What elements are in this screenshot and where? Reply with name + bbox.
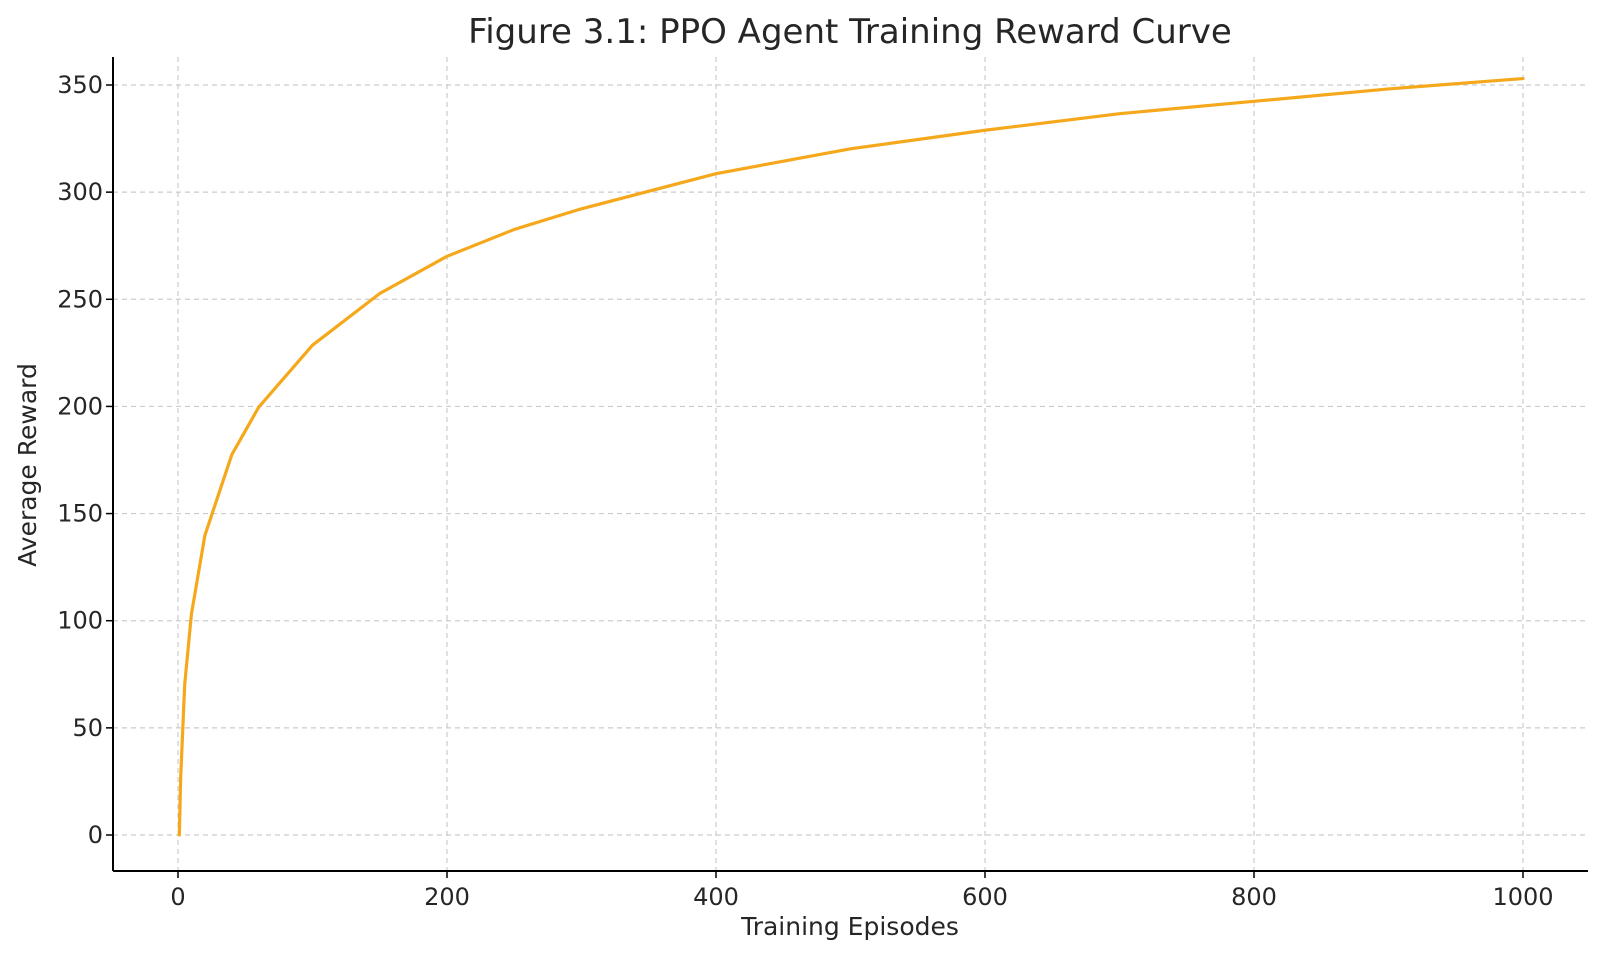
x-tick-label: 600 — [962, 883, 1008, 911]
y-tick-label: 0 — [88, 821, 103, 849]
x-tick-label: 0 — [170, 883, 185, 911]
series-line-0 — [177, 76, 1525, 837]
grid — [113, 57, 1588, 871]
x-tick-label: 1000 — [1492, 883, 1553, 911]
x-tick-label: 800 — [1231, 883, 1277, 911]
y-tick-label: 150 — [57, 500, 103, 528]
x-axis-label: Training Episodes — [740, 912, 959, 941]
axes — [106, 57, 1588, 878]
x-tick-label: 200 — [424, 883, 470, 911]
y-tick-label: 100 — [57, 607, 103, 635]
y-tick-label: 300 — [57, 178, 103, 206]
series-layer — [177, 76, 1525, 837]
y-axis-label: Average Reward — [13, 363, 42, 567]
y-tick-label: 50 — [72, 714, 103, 742]
y-tick-label: 250 — [57, 285, 103, 313]
y-tick-label: 200 — [57, 392, 103, 420]
y-tick-label: 350 — [57, 71, 103, 99]
tick-labels: 0 200 400 600 800 1000 0 50 100 150 200 250 300 350 — [57, 71, 1553, 911]
chart-title: Figure 3.1: PPO Agent Training Reward Cu… — [468, 12, 1232, 52]
x-tick-label: 400 — [693, 883, 739, 911]
